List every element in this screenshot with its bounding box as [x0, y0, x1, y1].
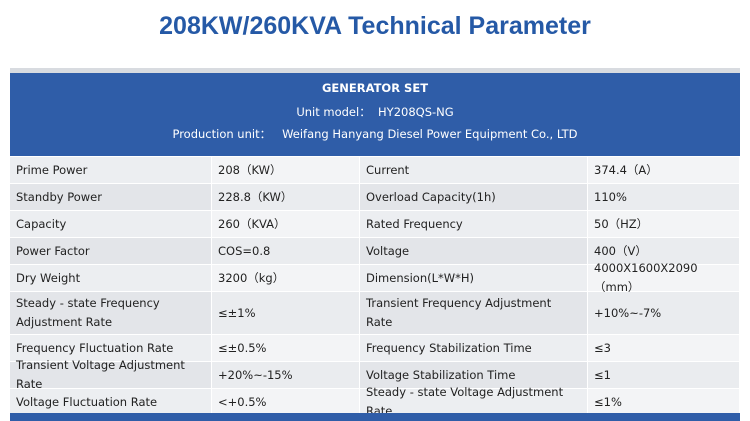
- table-row: Power Factor COS=0.8 Voltage 400（V）: [10, 238, 740, 265]
- param-label: Transient Frequency Adjustment Rate: [360, 292, 588, 334]
- param-value: 3200（kg）: [212, 265, 360, 291]
- param-value: 4000X1600X2090（mm）: [588, 261, 740, 294]
- param-value: +10%~-7%: [588, 292, 740, 334]
- header-line: Unit model： HY208QS-NG: [10, 104, 740, 120]
- param-label: Frequency Stabilization Time: [360, 335, 588, 361]
- table-row: Voltage Fluctuation Rate <+0.5% Steady - s…: [10, 385, 740, 418]
- table-row: Steady - state Frequency Adjustment Rate…: [10, 292, 740, 335]
- param-label: Frequency Fluctuation Rate: [10, 335, 212, 361]
- param-value: +20%~-15%: [212, 362, 360, 388]
- label: Production unit：: [172, 127, 272, 141]
- param-label: Steady - state Frequency Adjustment Rate: [10, 292, 212, 334]
- table: Prime Power 208（KW） Current 374.4（A） Standby…: [10, 157, 740, 418]
- value: Weifang Hanyang Diesel Power Equipment C…: [282, 127, 578, 141]
- header-box: GENERATOR SET Unit model： HY208QS-NG Pro…: [10, 73, 740, 156]
- param-value: ≤±1%: [212, 292, 360, 334]
- param-value: 260（KVA）: [212, 211, 360, 237]
- table-row: Transient Voltage Adjustment Rate +20%~-1…: [10, 358, 740, 391]
- param-label: Transient Voltage Adjustment Rate: [10, 358, 212, 391]
- title: 208KW/260KVA Technical Parameter: [159, 12, 591, 40]
- param-label: Overload Capacity(1h): [360, 184, 588, 210]
- param-value: 374.4（A）: [588, 157, 740, 183]
- footer-bar: [10, 413, 740, 421]
- param-label: Voltage: [360, 238, 588, 264]
- param-label: Dry Weight: [10, 265, 212, 291]
- param-value: 50（HZ）: [588, 211, 740, 237]
- table-row: Standby Power 228.8（KW） Overload Capacity(…: [10, 184, 740, 211]
- param-value: 228.8（KW）: [212, 184, 360, 210]
- param-label: Steady - state Voltage Adjustment Rate: [360, 385, 588, 418]
- param-value: ≤1: [588, 362, 740, 388]
- top-strip: [10, 68, 740, 73]
- param-value: 208（KW）: [212, 157, 360, 183]
- param-label: Power Factor: [10, 238, 212, 264]
- heading: GENERATOR SET: [321, 81, 429, 95]
- param-label: Rated Frequency: [360, 211, 588, 237]
- label: Unit model：: [296, 105, 371, 119]
- table-row: Frequency Fluctuation Rate ≤±0.5% Frequenc…: [10, 335, 740, 362]
- param-value: ≤±0.5%: [212, 335, 360, 361]
- param-label: Prime Power: [10, 157, 212, 183]
- param-label: Voltage Stabilization Time: [360, 362, 588, 388]
- value: HY208QS-NG: [378, 105, 454, 119]
- param-value: 400（V）: [588, 238, 740, 264]
- param-value: ≤1%: [588, 389, 740, 415]
- param-label: Voltage Fluctuation Rate: [10, 389, 212, 415]
- header-line: Production unit： Weifang Hanyang Diesel …: [10, 126, 740, 142]
- param-value: 110%: [588, 184, 740, 210]
- table-row: Capacity 260（KVA） Rated Frequency 50（HZ）: [10, 211, 740, 238]
- param-label: Standby Power: [10, 184, 212, 210]
- param-label: Dimension(L*W*H): [360, 265, 588, 291]
- param-value: COS=0.8: [212, 238, 360, 264]
- param-label: Capacity: [10, 211, 212, 237]
- table-row: Prime Power 208（KW） Current 374.4（A）: [10, 157, 740, 184]
- param-value: ≤3: [588, 335, 740, 361]
- param-value: <+0.5%: [212, 389, 360, 415]
- table-row: Dry Weight 3200（kg） Dimension(L*W*H) 4000X1…: [10, 261, 740, 294]
- param-label: Current: [360, 157, 588, 183]
